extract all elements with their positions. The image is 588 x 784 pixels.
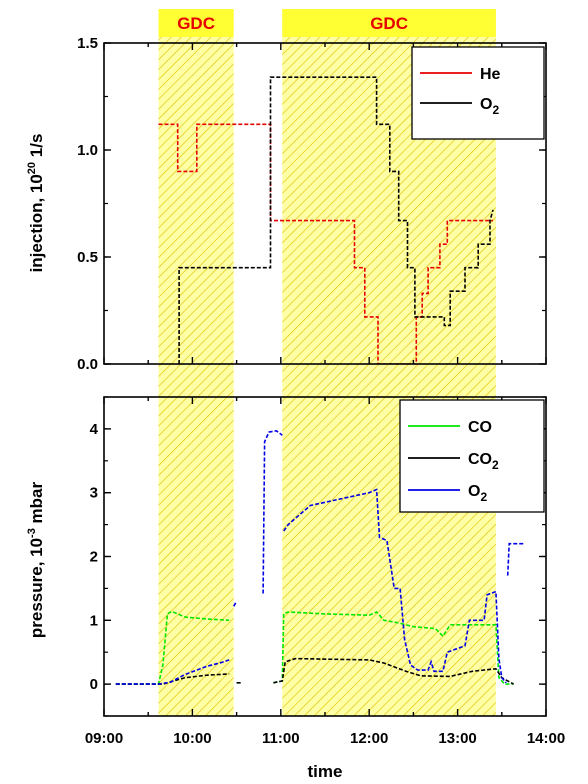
pressure-series-1-line-1 [115,610,230,685]
injection-legend-label-sub-2: 2 [492,103,499,117]
pressure-series-1-line-3 [273,611,514,685]
gdc-label-2: GDC [370,14,408,33]
pressure-series-2-line-3 [273,657,514,685]
xtick-label-4: 13:00 [438,730,476,747]
injection-series-2-line-1 [178,76,494,364]
injection-legend-label-1: He [480,66,501,83]
injection-ytick-label-3: 1.5 [77,35,98,52]
injection-legend-label-main-1: He [480,66,501,83]
pressure-legend-label-main-3: O [468,483,480,500]
injection-legend-box [411,46,545,140]
gdc-label-1: GDC [177,14,215,33]
pressure-axis-title: pressure, 10-3 mbar [26,481,46,638]
pressure-legend-label-3: O2 [468,483,487,504]
pressure-series-3-line-3 [262,429,283,594]
pressure-ytick-label-2: 2 [90,549,98,566]
pressure-series-3-line-2 [233,600,238,607]
pressure-series-3-line-4 [283,488,507,684]
injection-series-1-line-1 [158,123,493,364]
injection-axis-title-unit: 1/s [27,134,46,162]
injection-ytick-label-2: 1.0 [77,142,98,159]
pressure-legend-box [399,399,545,513]
injection-ytick-label-1: 0.5 [77,249,98,266]
pressure-axis-title-unit: mbar [27,481,46,528]
pressure-ytick-label-1: 1 [90,612,98,629]
pressure-ytick-label-0: 0 [90,676,98,693]
pressure-series-3-line-1 [115,659,230,685]
injection-axis-title-main: injection, 10 [27,174,46,272]
injection-ytick-label-0: 0.0 [77,356,98,373]
pressure-legend-label-sub-3: 2 [480,490,487,504]
injection-legend-label-2: O2 [480,96,499,117]
xtick-label-3: 12:00 [350,730,388,747]
pressure-ytick-label-4: 4 [90,421,99,438]
pressure-ytick-label-3: 3 [90,485,98,502]
injection-axis-title: injection, 1020 1/s [26,134,46,273]
injection-legend-label-main-2: O [480,96,492,113]
pressure-axis-title-exp: -3 [26,528,38,538]
gdc-band-1 [158,9,234,716]
xtick-label-5: 14:00 [527,730,565,747]
x-axis-title: time [308,762,343,781]
injection-axis-title-exp: 20 [26,162,38,174]
injection-legend: He O2 [411,46,545,140]
injection-panel: 0.0 0.5 1.0 1.5 injection, 1020 1/s He O2 [26,35,547,373]
pressure-legend-label-1: CO [468,419,492,436]
pressure-legend-label-main-1: CO [468,419,492,436]
pressure-legend-label-sub-2: 2 [492,458,499,472]
gdc-label-bg-1 [158,9,234,37]
pressure-legend-label-main-2: CO [468,451,492,468]
pressure-series-3-line-5 [506,542,524,576]
pressure-axis-title-main: pressure, 10 [27,538,46,638]
pressure-legend-label-2: CO2 [468,451,499,472]
gdc-label-bg-2 [282,9,496,37]
pressure-panel: 0 1 2 3 4 09:00 10:00 11:00 12:00 13:00 14:00 pres… [26,396,565,781]
xtick-label-2: 11:00 [262,730,300,747]
xtick-label-0: 09:00 [85,730,123,747]
xtick-label-1: 10:00 [173,730,211,747]
